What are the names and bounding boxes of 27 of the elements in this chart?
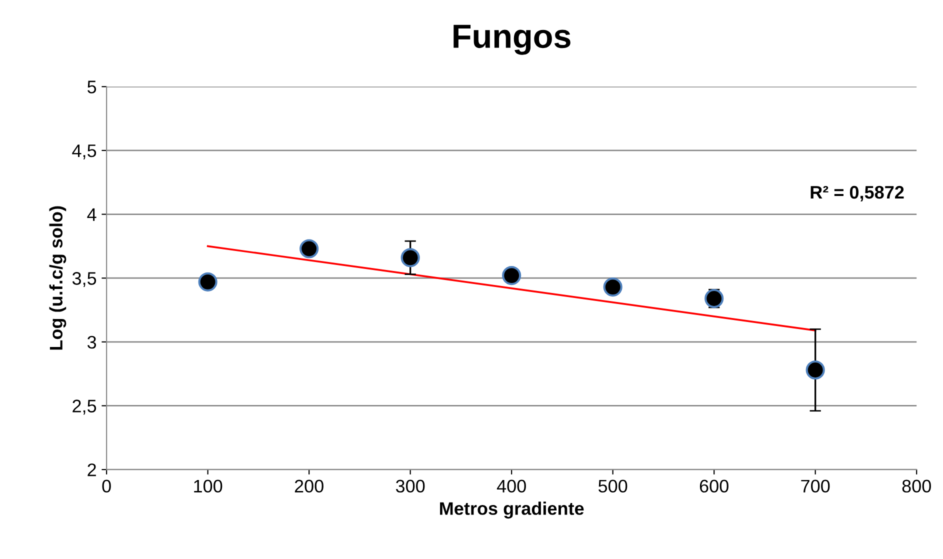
x-tick-label: 200 xyxy=(294,480,324,493)
point xyxy=(704,288,724,308)
point xyxy=(502,266,522,286)
x-tick-label: 500 xyxy=(598,480,628,493)
point xyxy=(806,360,825,380)
chart-title: Fungos xyxy=(454,24,570,55)
x-tick-label: 800 xyxy=(902,480,931,493)
x-tick-label: 0 xyxy=(102,480,111,493)
y-tick-label: 2,5 xyxy=(72,400,96,415)
annotation: R² = 0,5872 xyxy=(810,186,904,202)
x-tick-label: 100 xyxy=(194,480,222,493)
x-tick-label: 300 xyxy=(396,480,425,493)
x-axis-title: Metros gradiente xyxy=(440,502,584,519)
x-tick-label: 600 xyxy=(700,480,728,493)
point xyxy=(400,248,420,268)
y-tick-label: 2 xyxy=(88,463,96,476)
point xyxy=(198,272,218,292)
y-tick-label: 3,5 xyxy=(72,272,96,287)
y-tick-label: 4,5 xyxy=(72,144,96,160)
y-tick-label: 3 xyxy=(87,336,96,349)
point xyxy=(603,277,622,297)
y-axis-title: Log (u.f.c/g solo) xyxy=(49,206,66,350)
point xyxy=(300,239,319,258)
y-tick-label: 4 xyxy=(87,208,96,221)
x-tick-label: 700 xyxy=(801,480,830,493)
y-tick-label: 5 xyxy=(88,80,96,94)
x-tick-label: 400 xyxy=(496,480,526,493)
